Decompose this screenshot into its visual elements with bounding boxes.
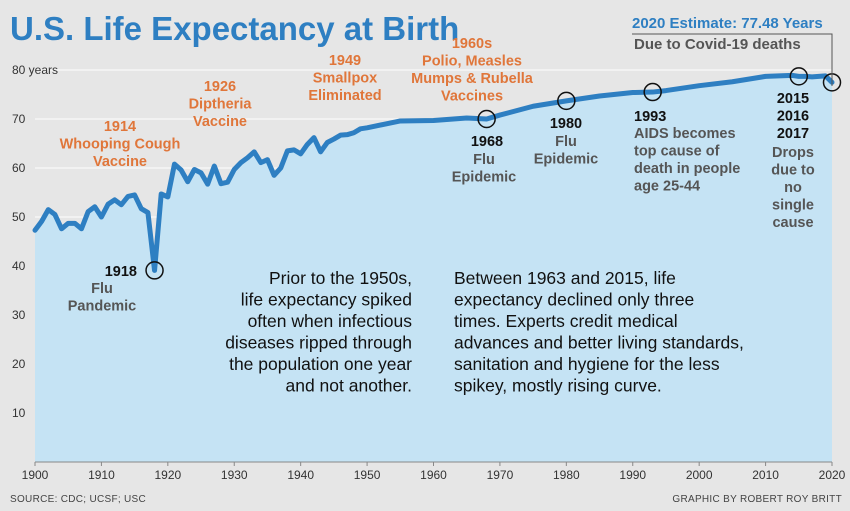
- note-left-line: often when infectious: [248, 311, 413, 331]
- estimate-callout: 2020 Estimate: 77.48 Years Due to Covid-…: [632, 15, 833, 86]
- annotation-1960s-line: Polio, Measles: [422, 54, 522, 70]
- annotation-1993b-line: AIDS becomes: [634, 126, 736, 142]
- annotation-1993b-line: age 25-44: [634, 179, 700, 195]
- y-tick-label: 80 years: [12, 63, 58, 77]
- annotation-1914-line: Vaccine: [93, 154, 147, 170]
- highlight-circle-2015: [789, 67, 809, 86]
- annotation-2015b-line: no: [784, 180, 802, 196]
- x-tick-label: 2020: [819, 468, 846, 482]
- x-tick-label: 1910: [88, 468, 115, 482]
- x-tick-label: 1950: [354, 468, 381, 482]
- y-axis: 10 20 30 40 50 60 70 80 years: [12, 63, 58, 420]
- note-left-line: and not another.: [286, 376, 413, 396]
- plot-area: [32, 67, 842, 462]
- annotation-1914-line: Whooping Cough: [60, 137, 181, 153]
- annotation-1918b-line: Flu: [91, 281, 113, 297]
- estimate-line-2: Due to Covid-19 deaths: [634, 36, 801, 53]
- x-tick-label: 1920: [154, 468, 181, 482]
- x-tick-label: 1960: [420, 468, 447, 482]
- annotation-2015b-line: due to: [771, 163, 815, 179]
- x-tick-label: 1900: [22, 468, 49, 482]
- y-tick-label: 30: [12, 308, 26, 322]
- y-tick-label: 70: [12, 112, 26, 126]
- x-tick-label: 1990: [619, 468, 646, 482]
- annotation-1949-line: Eliminated: [308, 88, 381, 104]
- annotation-2015-line: 2017: [777, 126, 809, 142]
- x-tick-label: 2000: [686, 468, 713, 482]
- estimate-leader-line: [632, 33, 833, 86]
- annotation-1949-line: 1949: [329, 53, 361, 69]
- note-right-line: times. Experts credit medical: [454, 311, 678, 331]
- annotation-1918b-line: Pandemic: [68, 299, 137, 315]
- chart-title: U.S. Life Expectancy at Birth: [10, 10, 459, 47]
- x-tick-label: 1940: [287, 468, 314, 482]
- y-tick-label: 10: [12, 406, 26, 420]
- highlight-circle-1918: [145, 261, 164, 280]
- highlight-circle-1968: [477, 109, 496, 129]
- annotation-1993b-line: top cause of: [634, 144, 720, 160]
- x-tick-label: 2010: [752, 468, 779, 482]
- annotation-1949-line: Smallpox: [313, 71, 377, 87]
- annotation-1968b-line: Flu: [473, 152, 495, 168]
- x-tick-label: 1930: [221, 468, 248, 482]
- note-right-line: spikey, mostly rising curve.: [454, 376, 662, 396]
- x-axis: 1900 1910 1920 1930 1940 1950 1960 1970 1980 1990…: [22, 461, 846, 482]
- annotation-1926-line: 1926: [204, 79, 236, 95]
- y-tick-label: 40: [12, 259, 26, 273]
- highlight-circle-1993: [643, 82, 662, 102]
- annotation-1993-line: 1993: [634, 109, 666, 125]
- note-left-line: the population one year: [229, 354, 412, 374]
- annotation-2015-line: 2016: [777, 109, 809, 125]
- y-tick-label: 50: [12, 210, 26, 224]
- note-right-line: expectancy declined only three: [454, 290, 694, 310]
- note-right-line: sanitation and hygiene for the less: [454, 354, 720, 374]
- note-left-line: diseases ripped through: [225, 333, 412, 353]
- annotation-1980-line: 1980: [550, 116, 582, 132]
- y-tick-label: 60: [12, 161, 26, 175]
- note-left-line: life expectancy spiked: [241, 290, 412, 310]
- annotation-1968-line: 1968: [471, 134, 503, 150]
- y-tick-label: 20: [12, 357, 26, 371]
- x-tick-label: 1980: [553, 468, 580, 482]
- annotation-1980b-line: Flu: [555, 134, 577, 150]
- source-text: SOURCE: CDC; UCSF; USC: [10, 494, 146, 505]
- x-tick-label: 1970: [487, 468, 514, 482]
- annotation-2015b-line: single: [772, 198, 814, 214]
- annotation-2015-line: 2015: [777, 91, 809, 107]
- annotation-2015b-line: cause: [772, 215, 813, 231]
- note-left-line: Prior to the 1950s,: [269, 268, 412, 288]
- annotation-1926-line: Diptheria: [189, 97, 253, 113]
- annotation-1993b-line: death in people: [634, 161, 740, 177]
- annotation-2015b-line: Drops: [772, 145, 814, 161]
- annotation-1926-line: Vaccine: [193, 114, 247, 130]
- annotation-1960s-line: Vaccines: [441, 89, 503, 105]
- note-right-line: Between 1963 and 2015, life: [454, 268, 676, 288]
- annotation-1968b-line: Epidemic: [452, 170, 516, 186]
- credit-text: GRAPHIC BY ROBERT ROY BRITT: [672, 494, 842, 505]
- annotation-1918-line: 1918: [105, 264, 137, 280]
- series-line: [32, 72, 835, 273]
- annotation-1960s-line: Mumps & Rubella: [411, 71, 534, 87]
- annotation-1980b-line: Epidemic: [534, 152, 598, 168]
- note-left: Prior to the 1950s,life expectancy spike…: [225, 268, 412, 396]
- note-right-line: advances and better living standards,: [454, 333, 744, 353]
- annotation-1914-line: 1914: [104, 119, 136, 135]
- highlight-circle-1980: [557, 91, 576, 111]
- estimate-line-1: 2020 Estimate: 77.48 Years: [632, 15, 823, 32]
- annotation-1960s-line: 1960s: [452, 36, 492, 52]
